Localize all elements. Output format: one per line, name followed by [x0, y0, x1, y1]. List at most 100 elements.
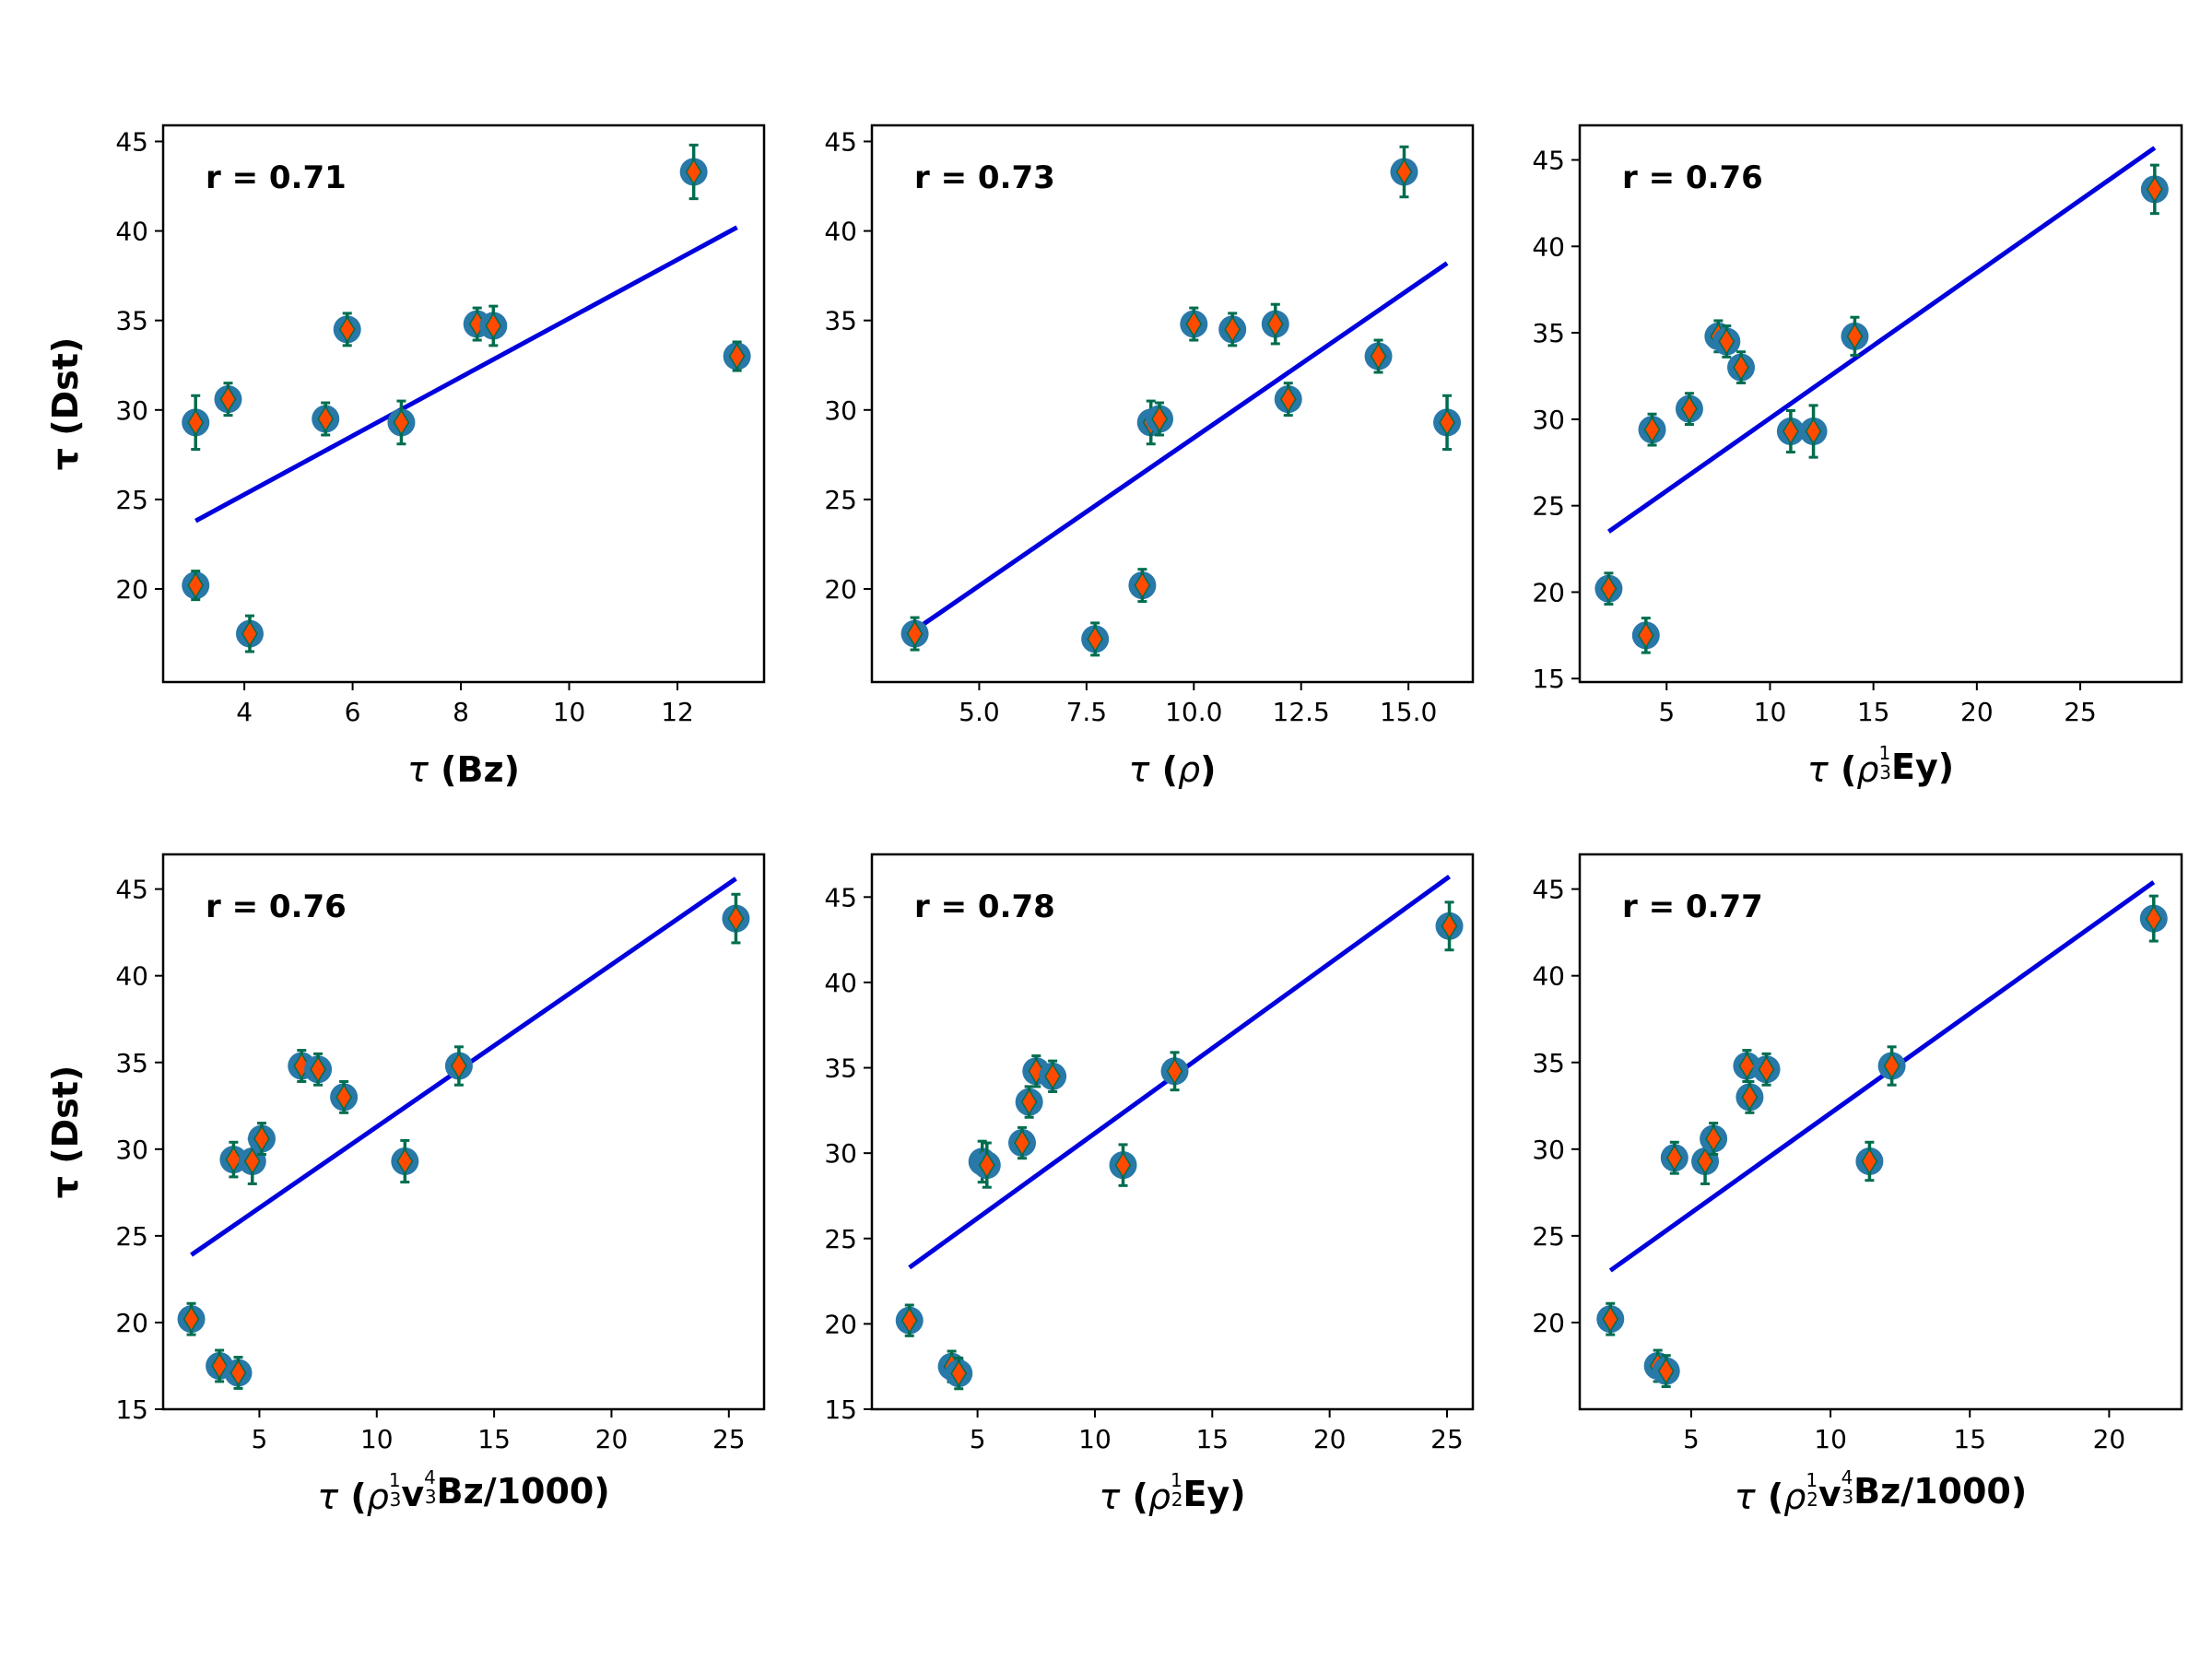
x-tick-label: 15	[1953, 1424, 1986, 1454]
point-diamond-marker	[1600, 575, 1618, 603]
y-tick-label: 40	[115, 217, 148, 247]
x-tick-label: 12.5	[1273, 697, 1330, 727]
x-tick-label: 20	[1313, 1424, 1347, 1454]
x-tick-label: 5	[970, 1424, 986, 1454]
point-diamond-marker	[2145, 905, 2162, 933]
data-point	[1261, 302, 1289, 346]
point-diamond-marker	[219, 385, 237, 413]
point-diamond-marker	[1370, 343, 1387, 370]
y-axis-title: τ (Dst)	[45, 1065, 86, 1199]
data-point	[444, 1045, 473, 1087]
y-tick-label: 45	[115, 126, 148, 157]
data-point	[333, 312, 361, 347]
data-point	[330, 1079, 359, 1114]
point-diamond-marker	[2146, 175, 2163, 203]
y-tick-label: 35	[1532, 1048, 1565, 1078]
y-tick-label: 25	[824, 1224, 857, 1254]
point-diamond-marker	[1846, 323, 1864, 350]
data-point	[177, 1301, 206, 1336]
regression-line	[194, 225, 738, 524]
x-tick-label: 6	[345, 697, 361, 727]
data-point	[723, 340, 751, 372]
data-point	[312, 401, 340, 437]
plot-frame	[1578, 124, 2183, 684]
data-point	[1081, 621, 1110, 657]
point-diamond-marker	[728, 343, 746, 370]
data-point	[224, 1356, 253, 1390]
regression-line	[1606, 146, 2157, 534]
point-diamond-marker	[1439, 408, 1455, 436]
y-tick-label: 20	[1532, 1308, 1565, 1338]
point-diamond-marker	[1705, 1125, 1722, 1152]
y-tick-label: 35	[824, 306, 857, 336]
x-tick-label: 10.0	[1165, 697, 1222, 727]
y-tick-label: 15	[824, 1394, 857, 1425]
point-diamond-marker	[338, 315, 356, 343]
y-tick-label: 40	[1532, 961, 1565, 992]
data-point	[182, 570, 210, 602]
correlation-label: r = 0.78	[914, 888, 1055, 925]
data-point	[895, 1303, 924, 1337]
y-tick-label: 30	[1532, 405, 1565, 435]
x-tick-label: 5	[1683, 1424, 1700, 1454]
x-tick-label: 5.0	[959, 697, 1000, 727]
x-tick-label: 25	[2064, 697, 2097, 727]
y-tick-label: 40	[1532, 231, 1565, 262]
point-diamond-marker	[1637, 621, 1654, 649]
x-tick-label: 8	[453, 697, 469, 727]
data-point	[1218, 312, 1247, 347]
y-tick-label: 35	[115, 306, 148, 336]
x-tick-label: 7.5	[1066, 697, 1108, 727]
point-diamond-marker	[1657, 1358, 1675, 1385]
x-axis-title: τ (ρ1 2Ey)	[1099, 1469, 1245, 1517]
plot-frame	[1578, 853, 2183, 1411]
y-tick-label: 40	[824, 217, 857, 247]
data-point	[1109, 1143, 1137, 1187]
point-diamond-marker	[1783, 418, 1799, 445]
panel-4: 5 10 15 20 25 15 20 25 30 35 40 45 r = 0.76 τ (ρ1 3v4 3…	[45, 853, 766, 1517]
plot-frame	[870, 124, 1475, 684]
data-point	[1631, 617, 1660, 654]
data-point	[1652, 1354, 1680, 1389]
point-diamond-marker	[243, 1147, 261, 1175]
data-point	[1039, 1059, 1067, 1093]
y-tick-label: 25	[824, 485, 857, 515]
point-diamond-marker	[1733, 354, 1749, 382]
correlation-label: r = 0.77	[1622, 888, 1763, 925]
data-point	[1841, 315, 1869, 357]
point-diamond-marker	[211, 1352, 229, 1380]
data-point	[900, 616, 929, 652]
y-tick-label: 45	[824, 126, 857, 157]
regression-line	[1608, 880, 2156, 1273]
point-diamond-marker	[1441, 912, 1458, 940]
x-tick-label: 20	[1960, 697, 1994, 727]
y-tick-label: 20	[115, 574, 148, 605]
y-tick-label: 25	[115, 485, 148, 515]
y-tick-label: 35	[824, 1053, 857, 1084]
y-tick-label: 30	[115, 395, 148, 426]
point-diamond-marker	[727, 905, 745, 933]
point-diamond-marker	[1395, 159, 1413, 185]
regression-line	[913, 261, 1449, 632]
plot-frame	[161, 124, 766, 684]
point-diamond-marker	[1166, 1057, 1183, 1085]
point-diamond-marker	[1758, 1055, 1775, 1083]
data-point	[1855, 1140, 1884, 1182]
data-point	[1727, 350, 1756, 384]
point-diamond-marker	[1681, 395, 1698, 423]
point-diamond-marker	[900, 1307, 918, 1335]
y-tick-label: 20	[824, 574, 857, 605]
data-point	[1660, 1140, 1688, 1175]
point-diamond-marker	[1741, 1083, 1759, 1111]
data-point	[1776, 409, 1805, 454]
data-point	[1594, 571, 1623, 606]
y-tick-label: 20	[115, 1308, 148, 1338]
y-tick-label: 20	[824, 1309, 857, 1339]
x-axis-title: τ (Bz)	[407, 749, 520, 790]
x-tick-label: 10	[553, 697, 586, 727]
data-point	[1799, 404, 1828, 459]
point-diamond-marker	[1224, 315, 1241, 343]
point-diamond-marker	[1883, 1053, 1900, 1079]
y-tick-label: 45	[1532, 875, 1565, 905]
data-point	[2139, 894, 2168, 943]
